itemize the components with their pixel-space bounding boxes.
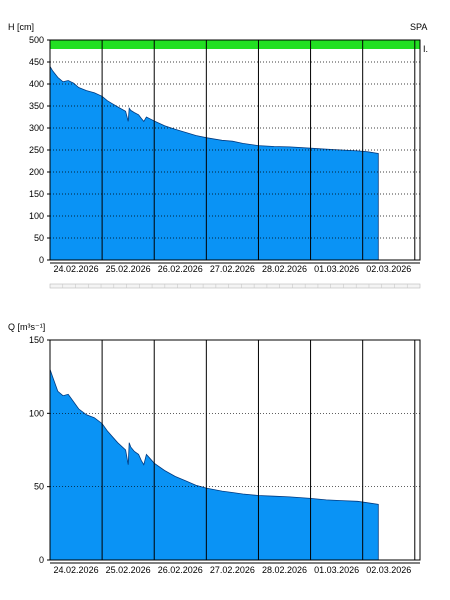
top-status-band — [50, 40, 420, 49]
bottom-xtick-label: 26.02.2026 — [158, 565, 203, 575]
top-xtick-label: 26.02.2026 — [158, 264, 203, 274]
top-xtick-label: 24.02.2026 — [54, 264, 99, 274]
top-xtick-label: 02.03.2026 — [366, 264, 411, 274]
bottom-xtick-label: 02.03.2026 — [366, 565, 411, 575]
top-ytick-label: 50 — [34, 233, 44, 243]
bottom-xtick-label: 01.03.2026 — [314, 565, 359, 575]
top-plot-frame — [49, 39, 421, 261]
top-chart-band-marker: I. — [423, 44, 429, 54]
bottom-ytick-label: 100 — [29, 408, 44, 418]
top-ytick-label: 350 — [29, 101, 44, 111]
top-ytick-label: 500 — [29, 35, 44, 45]
top-xtick-label: 27.02.2026 — [210, 264, 255, 274]
top-ytick-label: 300 — [29, 123, 44, 133]
bottom-xtick-label: 24.02.2026 — [54, 565, 99, 575]
top-xtick-label: 28.02.2026 — [262, 264, 307, 274]
top-series-area — [49, 64, 379, 261]
top-ytick-label: 450 — [29, 57, 44, 67]
top-ytick-label: 400 — [29, 79, 44, 89]
bottom-ytick-label: 50 — [34, 482, 44, 492]
bottom-chart-ylabel: Q [m³s⁻¹] — [8, 322, 46, 332]
top-chart-tag: SPA — [410, 22, 428, 32]
top-xtick-label: 01.03.2026 — [314, 264, 359, 274]
top-ytick-label: 100 — [29, 211, 44, 221]
bottom-ytick-label: 0 — [39, 555, 44, 565]
top-scroll-strip — [49, 283, 421, 289]
bottom-xtick-label: 27.02.2026 — [210, 565, 255, 575]
bottom-xtick-label: 25.02.2026 — [106, 565, 151, 575]
bottom-plot-frame — [49, 339, 421, 561]
top-chart-ylabel: H [cm] — [8, 22, 34, 32]
top-xtick-label: 25.02.2026 — [106, 264, 151, 274]
top-ytick-label: 200 — [29, 167, 44, 177]
bottom-ytick-label: 150 — [29, 335, 44, 345]
bottom-xtick-label: 28.02.2026 — [262, 565, 307, 575]
bottom-series-area — [49, 369, 379, 561]
top-ytick-label: 250 — [29, 145, 44, 155]
top-ytick-label: 150 — [29, 189, 44, 199]
top-ytick-label: 0 — [39, 255, 44, 265]
